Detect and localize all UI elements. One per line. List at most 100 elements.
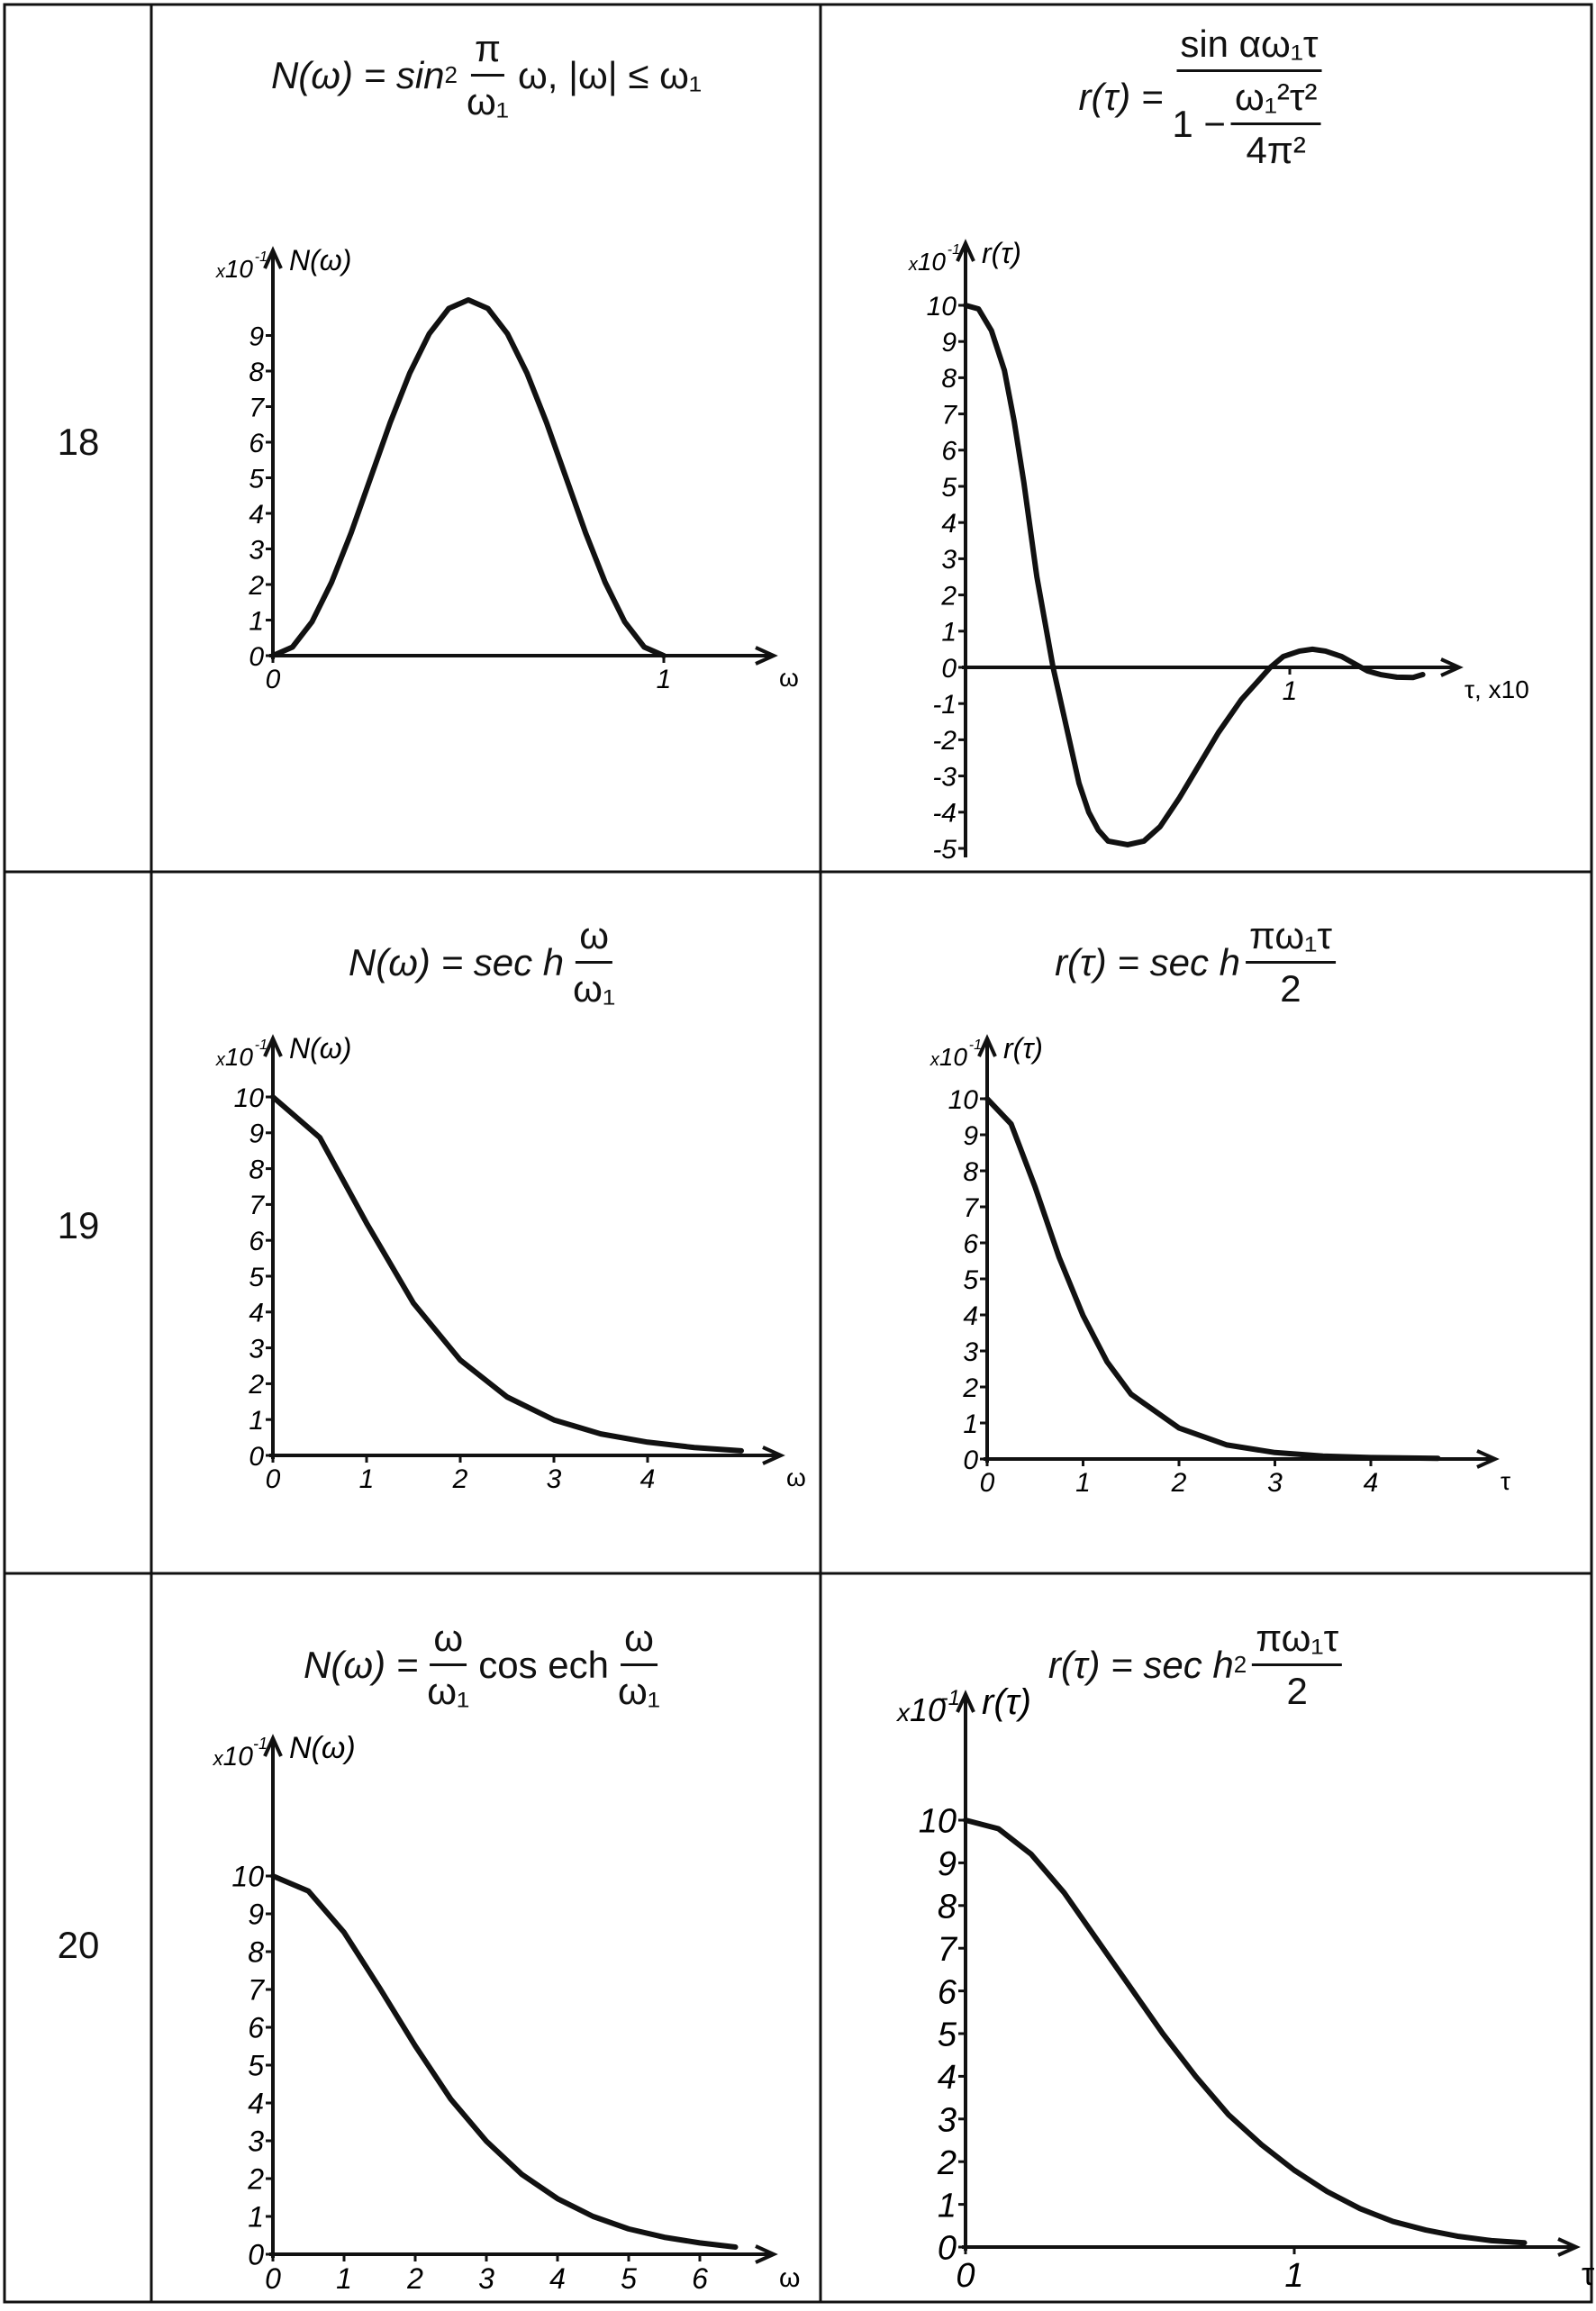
y-tick-label: 10 — [927, 292, 957, 322]
y-scale-label: x10 — [895, 1691, 946, 1728]
y-tick-label: 1 — [941, 618, 957, 648]
formula-lhs: r(τ) = sec h — [1047, 1643, 1234, 1686]
y-axis-arrow — [263, 1734, 283, 1757]
y-axis-arrow — [956, 1690, 975, 1713]
y-tick-label: 3 — [941, 545, 957, 575]
row-number: 18 — [57, 421, 100, 463]
x-axis-label: τ, x10 — [1465, 675, 1529, 703]
y-tick-label: 5 — [249, 464, 264, 494]
x-tick-label: 0 — [980, 1468, 995, 1498]
x-tick-label: 4 — [640, 1464, 656, 1494]
y-scale-exponent: -1 — [255, 249, 268, 265]
y-tick-label: 1 — [249, 1406, 264, 1436]
y-tick-label: 10 — [948, 1085, 979, 1115]
y-tick-label: 7 — [249, 1191, 265, 1220]
y-tick-label: 7 — [248, 1974, 265, 2007]
y-scale-exponent: -1 — [255, 1038, 268, 1053]
y-axis-arrow — [956, 239, 975, 262]
fraction: πω₁τ 2 — [1245, 914, 1336, 1010]
x-axis-label: ω — [779, 2263, 800, 2293]
y-tick-label: -4 — [932, 799, 957, 829]
y-tick-label: 3 — [248, 2125, 264, 2158]
y-tick-label: 0 — [941, 654, 957, 684]
x-tick-label: 0 — [265, 2262, 281, 2295]
y-tick-label: 6 — [941, 437, 957, 467]
y-tick-label: 9 — [249, 1119, 264, 1149]
y-axis-label: r(τ) — [982, 237, 1021, 269]
y-tick-label: 10 — [231, 1861, 264, 1893]
formula-lhs: r(τ) = — [1078, 76, 1164, 118]
formula-spectrum-20: N(ω) = ω ω₁ cos ech ω ω₁ — [304, 1617, 669, 1713]
x-tick-label: 2 — [452, 1464, 468, 1494]
y-tick-label: 0 — [249, 1442, 264, 1472]
formula-spectrum-19: N(ω) = sec h ω ω₁ — [349, 914, 624, 1010]
row-number: 20 — [57, 1924, 100, 1966]
y-axis-arrow — [263, 1034, 283, 1057]
y-axis-label: N(ω) — [289, 1731, 356, 1765]
y-tick-label: 4 — [963, 1301, 978, 1331]
y-tick-label: 5 — [938, 2016, 957, 2054]
x-tick-label: 0 — [956, 2257, 975, 2295]
y-tick-label: 2 — [248, 1370, 264, 1400]
formula-exponent: 2 — [1233, 1651, 1247, 1678]
y-scale-exponent: -1 — [941, 1686, 960, 1710]
formula-spectrum-18: N(ω) = sin 2 π ω₁ ω, |ω| ≤ ω₁ — [271, 27, 702, 123]
denominator: 4π² — [1246, 129, 1306, 171]
data-curve — [270, 1094, 744, 1454]
y-tick-label: 10 — [919, 1803, 957, 1841]
y-tick-label: 1 — [938, 2187, 957, 2225]
y-tick-label: 8 — [938, 1888, 957, 1926]
y-tick-label: 7 — [938, 1931, 958, 1969]
denominator: ω₁ — [466, 80, 509, 122]
data-curve — [270, 297, 667, 658]
x-tick-label: 6 — [692, 2262, 708, 2295]
fraction: πω₁τ 2 — [1252, 1617, 1343, 1713]
y-tick-label: 4 — [941, 509, 957, 539]
y-scale-exponent: -1 — [969, 1038, 982, 1053]
y-tick-label: 9 — [941, 328, 957, 358]
formula-lhs: N(ω) = sec h — [348, 940, 565, 983]
y-tick-label: 7 — [249, 393, 265, 422]
numerator: ω — [576, 914, 613, 964]
x-axis-label: τ — [1501, 1467, 1510, 1495]
x-tick-label: 1 — [359, 1464, 375, 1494]
fraction: sin αω₁τ 1 − ω₁²τ² 4π² — [1168, 23, 1329, 172]
x-axis-arrow — [1557, 2237, 1581, 2257]
formula-rest: ω, |ω| ≤ ω₁ — [517, 53, 703, 96]
y-tick-label: 3 — [249, 1334, 264, 1364]
y-tick-label: 4 — [249, 1299, 264, 1328]
fraction: ω ω₁ — [569, 914, 619, 1010]
y-tick-label: 3 — [963, 1337, 978, 1367]
x-tick-label: 4 — [1364, 1468, 1379, 1498]
y-tick-label: 0 — [963, 1446, 978, 1475]
fraction: ω ω₁ — [423, 1617, 473, 1713]
numerator: πω₁τ — [1245, 914, 1336, 964]
numerator: ω₁²τ² — [1230, 76, 1321, 125]
y-axis-label: r(τ) — [1003, 1032, 1043, 1065]
y-tick-label: 1 — [963, 1409, 978, 1439]
fraction: ω ω₁ — [614, 1617, 664, 1713]
y-scale-label: x10 — [213, 1742, 254, 1772]
y-tick-label: 8 — [963, 1157, 978, 1187]
x-tick-label: 1 — [657, 665, 672, 694]
y-scale-label: x10 — [929, 1043, 968, 1071]
fraction: π ω₁ — [463, 27, 512, 123]
denominator: 2 — [1286, 1670, 1308, 1712]
x-axis-arrow — [755, 646, 778, 666]
y-tick-label: 8 — [941, 364, 957, 394]
x-axis-label: ω — [786, 1464, 806, 1491]
x-axis-arrow — [1440, 657, 1464, 677]
table-grid — [3, 3, 1593, 2304]
y-tick-label: 3 — [938, 2101, 957, 2139]
y-tick-label: 3 — [249, 535, 264, 565]
y-tick-label: 0 — [248, 2239, 264, 2271]
x-axis-label: ω — [779, 664, 799, 692]
x-tick-label: 1 — [336, 2262, 352, 2295]
y-tick-label: 9 — [938, 1845, 957, 1883]
